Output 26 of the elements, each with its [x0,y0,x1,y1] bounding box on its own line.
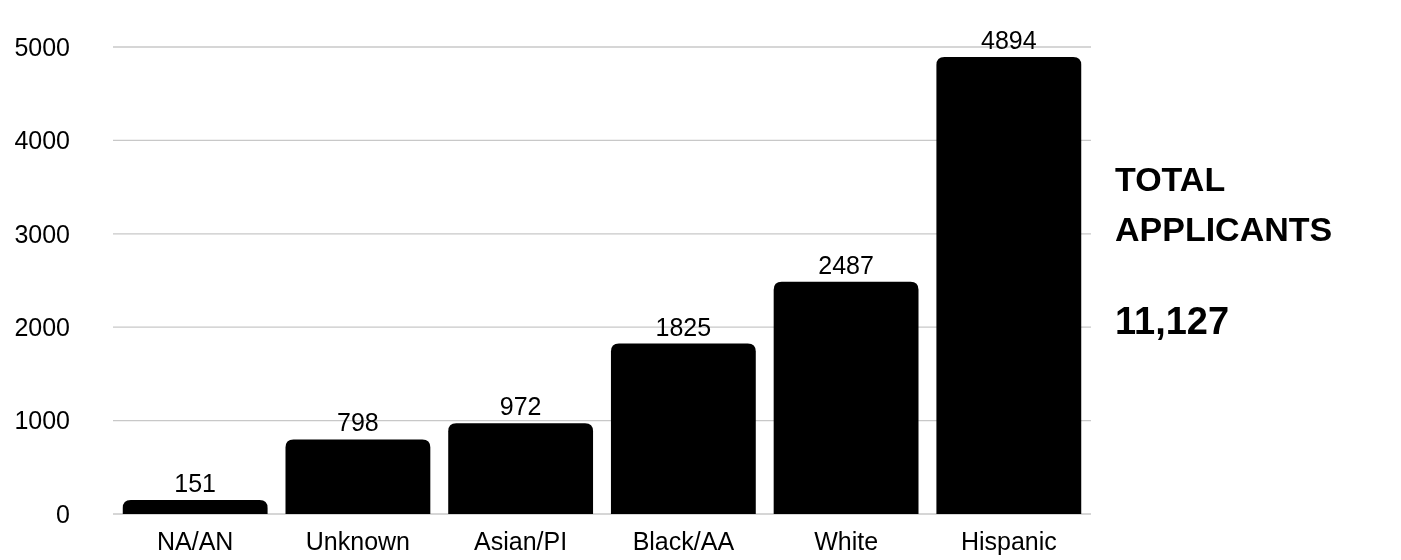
bar [610,343,756,514]
y-tick-label: 3000 [14,219,70,248]
y-tick-label: 5000 [14,32,70,61]
text: 11,127 [1115,300,1230,342]
y-tick-label: 2000 [14,312,70,341]
data-label: 798 [337,408,379,437]
x-tick-label: Unknown [305,527,411,555]
x-tick-label: Hispanic [960,527,1057,555]
x-tick-label: White [814,527,879,555]
data-label: 1825 [655,312,712,341]
y-tick-label: 1000 [14,406,70,435]
text: TOTAL APPLICANTS [1115,160,1333,248]
x-tick-label: NA/AN [156,527,234,555]
bar [448,423,594,514]
data-label: 151 [174,468,217,497]
data-label: 972 [499,392,542,421]
data-label: 2487 [818,250,874,279]
x-tick-label: Black/AA [632,527,735,555]
x-tick-label: Asian/PI [474,527,568,555]
bar [285,439,431,514]
data-label: 4894 [981,25,1037,54]
bar [936,56,1082,514]
y-tick-label: 0 [56,499,70,528]
bar [122,499,268,514]
y-tick-label: 4000 [14,126,70,155]
bar [773,281,919,514]
